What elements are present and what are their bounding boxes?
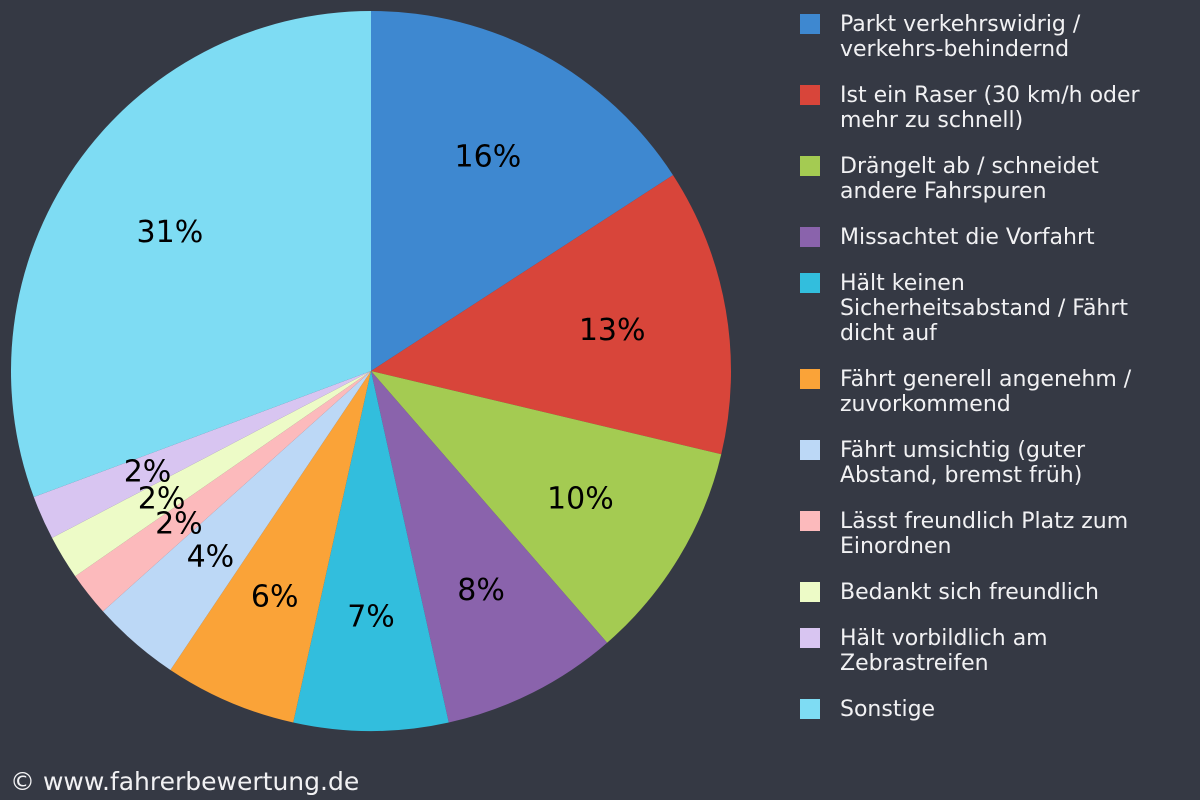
legend-color-swatch xyxy=(800,440,820,460)
chart-legend: Parkt verkehrswidrig / verkehrs-behinder… xyxy=(800,12,1142,722)
legend-item-9: Bedankt sich freundlich xyxy=(800,580,1142,605)
pie-chart-area: 16% 13% 10% 8% 7% 6% 4% 2% 2% 2% 31% xyxy=(11,11,731,732)
legend-item-5: Hält keinen Sicherheitsabstand / Fährt d… xyxy=(800,271,1142,346)
pie-slice-4 xyxy=(371,371,608,723)
pie-slice-9 xyxy=(52,371,371,577)
legend-item-label: Bedankt sich freundlich xyxy=(840,580,1099,605)
pie-chart: 16%13%10%8%7%6%4%2%2%2%31% xyxy=(11,11,731,732)
legend-item-label: Ist ein Raser (30 km/h oder mehr zu schn… xyxy=(840,83,1140,133)
footer-credit: © www.fahrerbewertung.de xyxy=(10,767,360,796)
legend-color-swatch xyxy=(800,699,820,719)
pie-slice-8 xyxy=(75,371,371,612)
legend-color-swatch xyxy=(800,582,820,602)
legend-item-label: Missachtet die Vorfahrt xyxy=(840,225,1095,250)
pie-slice-5 xyxy=(293,371,449,732)
legend-color-swatch xyxy=(800,14,820,34)
pie-percent-label-3: 10% xyxy=(547,481,614,516)
legend-item-4: Missachtet die Vorfahrt xyxy=(800,225,1142,250)
pie-slice-6 xyxy=(170,371,371,723)
legend-item-label: Hält vorbildlich am Zebrastreifen xyxy=(840,626,1048,676)
legend-color-swatch xyxy=(800,85,820,105)
legend-item-7: Fährt umsichtig (guter Abstand, bremst f… xyxy=(800,438,1142,488)
pie-percent-label-2: 13% xyxy=(579,313,646,348)
legend-item-10: Hält vorbildlich am Zebrastreifen xyxy=(800,626,1142,676)
legend-item-label: Fährt generell angenehm / zuvorkommend xyxy=(840,367,1132,417)
pie-slice-7 xyxy=(102,371,371,670)
legend-item-label: Hält keinen Sicherheitsabstand / Fährt d… xyxy=(840,271,1129,346)
legend-item-6: Fährt generell angenehm / zuvorkommend xyxy=(800,367,1142,417)
pie-slice-1 xyxy=(371,11,674,371)
pie-percent-label-9: 2% xyxy=(138,481,186,516)
legend-color-swatch xyxy=(800,156,820,176)
pie-slice-3 xyxy=(371,371,722,643)
pie-slice-11 xyxy=(11,11,372,498)
legend-color-swatch xyxy=(800,227,820,247)
pie-percent-label-5: 7% xyxy=(347,599,395,634)
pie-slice-10 xyxy=(33,371,371,538)
legend-item-2: Ist ein Raser (30 km/h oder mehr zu schn… xyxy=(800,83,1142,133)
pie-percent-label-1: 16% xyxy=(455,139,522,174)
pie-percent-label-8: 2% xyxy=(155,506,203,541)
legend-item-11: Sonstige xyxy=(800,697,1142,722)
legend-color-swatch xyxy=(800,369,820,389)
legend-item-label: Drängelt ab / schneidet andere Fahrspure… xyxy=(840,154,1099,204)
pie-percent-label-7: 4% xyxy=(187,539,235,574)
legend-color-swatch xyxy=(800,628,820,648)
pie-slice-2 xyxy=(371,175,731,455)
legend-item-label: Sonstige xyxy=(840,697,936,722)
legend-item-8: Lässt freundlich Platz zum Einordnen xyxy=(800,509,1142,559)
pie-percent-label-4: 8% xyxy=(457,573,505,608)
legend-item-label: Parkt verkehrswidrig / verkehrs-behinder… xyxy=(840,12,1081,62)
legend-item-1: Parkt verkehrswidrig / verkehrs-behinder… xyxy=(800,12,1142,62)
legend-color-swatch xyxy=(800,273,820,293)
legend-item-label: Fährt umsichtig (guter Abstand, bremst f… xyxy=(840,438,1086,488)
legend-item-3: Drängelt ab / schneidet andere Fahrspure… xyxy=(800,154,1142,204)
pie-percent-label-10: 2% xyxy=(124,454,172,489)
pie-percent-label-11: 31% xyxy=(137,215,204,250)
legend-item-label: Lässt freundlich Platz zum Einordnen xyxy=(840,509,1129,559)
legend-color-swatch xyxy=(800,511,820,531)
pie-percent-label-6: 6% xyxy=(251,580,299,615)
